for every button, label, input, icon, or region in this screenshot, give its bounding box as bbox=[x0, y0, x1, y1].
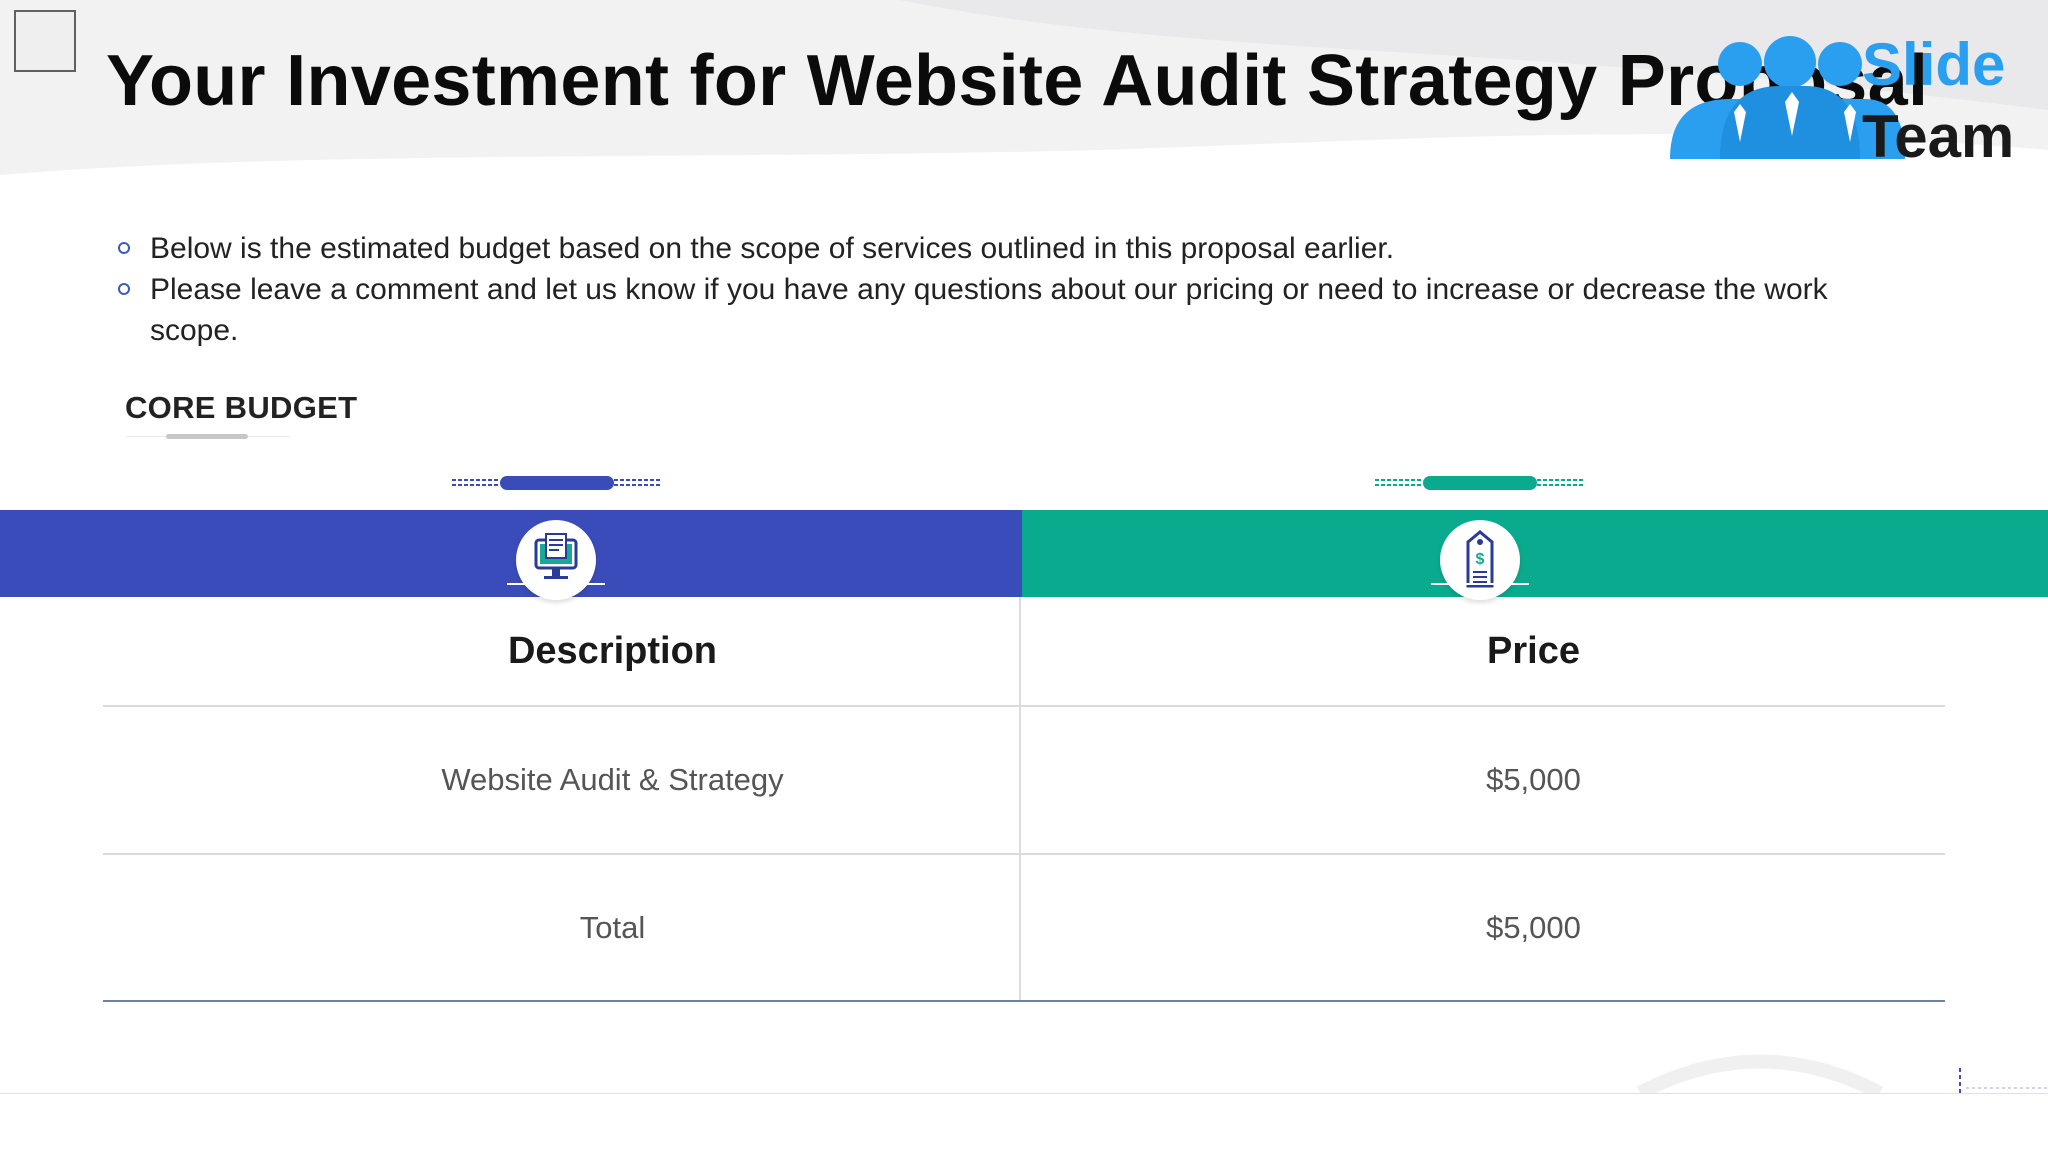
slide-canvas: Your Investment for Website Audit Strate… bbox=[0, 0, 2048, 1093]
table-column-divider bbox=[1019, 597, 1021, 1002]
header-band-price: $ bbox=[1022, 510, 2048, 600]
bullet-item: Please leave a comment and let us know i… bbox=[118, 269, 1838, 351]
table-header-description: Description bbox=[507, 629, 718, 672]
page-title: Your Investment for Website Audit Strate… bbox=[106, 41, 1929, 121]
header-band-description bbox=[0, 510, 1022, 600]
intro-bullets: Below is the estimated budget based on t… bbox=[118, 228, 1838, 351]
bullet-text: Please leave a comment and let us know i… bbox=[150, 273, 1828, 347]
table-row-total: Total $5,000 bbox=[103, 855, 1945, 1002]
logo: Slide Team bbox=[1660, 24, 2040, 174]
table-cell-price: $5,000 bbox=[1486, 762, 1581, 797]
computer-document-icon bbox=[534, 533, 578, 579]
section-underline-bar bbox=[166, 434, 248, 439]
table-cell-price: $5,000 bbox=[1486, 909, 1581, 945]
table-header-row: Description Price bbox=[103, 597, 1945, 707]
decor-pill-right bbox=[1375, 476, 1585, 490]
table-cell-description: Total bbox=[579, 909, 646, 945]
table-header-price: Price bbox=[1487, 629, 1580, 672]
bullet-ring-icon bbox=[118, 242, 130, 254]
decor-pill-left bbox=[452, 476, 662, 490]
logo-text-team: Team bbox=[1862, 103, 2015, 170]
bottom-band bbox=[0, 1093, 2048, 1153]
table-cell-description: Website Audit & Strategy bbox=[441, 762, 784, 797]
icon-holder bbox=[516, 520, 596, 600]
team-people-icon bbox=[1670, 36, 1905, 159]
table-row: Website Audit & Strategy $5,000 bbox=[103, 707, 1945, 855]
background-swoosh bbox=[0, 0, 2048, 175]
footer-dash-decor bbox=[1959, 1068, 2048, 1093]
bullet-item: Below is the estimated budget based on t… bbox=[118, 228, 1838, 269]
price-tag-icon: $ bbox=[1466, 530, 1494, 588]
icon-holder: $ bbox=[1440, 520, 1520, 600]
bullet-text: Below is the estimated budget based on t… bbox=[150, 232, 1395, 265]
logo-text-slide: Slide bbox=[1862, 31, 2006, 98]
bullet-ring-icon bbox=[118, 283, 130, 295]
selection-checkbox[interactable] bbox=[14, 10, 76, 72]
section-label: CORE BUDGET bbox=[125, 390, 358, 425]
svg-text:$: $ bbox=[1476, 551, 1485, 568]
footer-arc-decor bbox=[1636, 1054, 1884, 1093]
